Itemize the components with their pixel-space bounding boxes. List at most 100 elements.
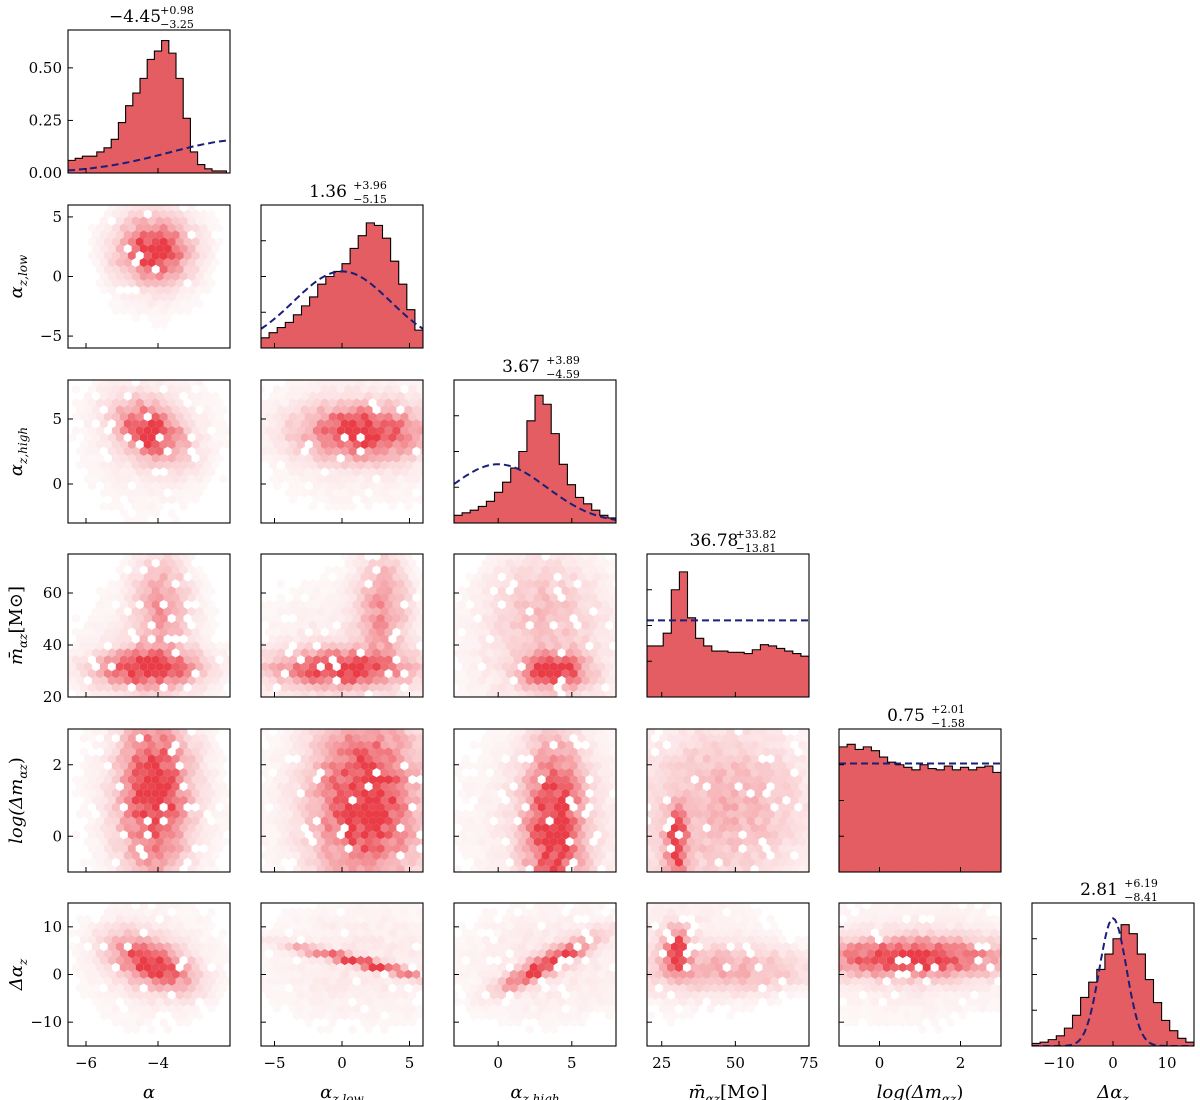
hex-bin	[565, 983, 574, 993]
hex-bin	[183, 1018, 192, 1028]
hex-bin	[706, 857, 715, 867]
hex-bin	[123, 620, 132, 630]
hex-bin	[312, 962, 321, 972]
hex-bin	[549, 648, 558, 658]
hex-bin	[501, 593, 510, 603]
hex-bin	[147, 380, 156, 387]
hex-bin	[300, 729, 309, 736]
hex-bin	[171, 391, 180, 401]
hex-bin	[662, 837, 671, 847]
hex-bin	[72, 775, 80, 785]
hex-bin	[151, 209, 160, 219]
hex-bin	[340, 903, 349, 910]
hex-bin	[297, 720, 305, 729]
hex-bin	[368, 467, 377, 477]
hex-bin	[754, 788, 763, 798]
hex-bin	[404, 501, 413, 512]
hex-bin	[517, 955, 526, 966]
hex-bin	[103, 844, 112, 854]
hex-bin	[300, 419, 309, 429]
hex-bin	[268, 871, 270, 872]
hex-bin	[613, 810, 616, 818]
hex-bin	[485, 983, 494, 993]
hex-bin	[412, 1011, 421, 1021]
hex-bin	[284, 419, 293, 429]
hex-bin	[577, 907, 586, 917]
hex-bin	[412, 689, 421, 697]
hex-bin	[408, 907, 417, 917]
hex-bin	[324, 955, 333, 966]
hex-bin	[493, 768, 502, 778]
hex-bin	[120, 720, 128, 729]
hex-bin	[219, 781, 228, 792]
hex-bin	[96, 720, 104, 729]
hex-bin	[80, 935, 88, 945]
hex-bin	[742, 809, 751, 819]
hex-bin	[215, 830, 224, 840]
hex-bin	[420, 824, 423, 832]
hex-bin	[187, 1011, 196, 1021]
hex-bin	[617, 720, 625, 729]
hist-bar	[1096, 969, 1106, 1046]
hex-bin	[380, 942, 389, 952]
hex-bin	[135, 508, 144, 518]
hex-bin	[111, 682, 120, 692]
hex-bin	[585, 682, 594, 692]
hex-bin	[613, 984, 616, 992]
hex-bin	[91, 768, 100, 778]
hex-bin	[265, 857, 273, 867]
hex-bin	[76, 446, 84, 456]
hex-bin	[485, 740, 494, 750]
hex-bin	[356, 729, 365, 736]
hex-bin	[509, 554, 518, 561]
hex-bin	[123, 729, 132, 736]
hex-bin	[308, 432, 317, 443]
hex-bin	[569, 747, 578, 757]
hex-bin	[304, 398, 313, 408]
hex-bin	[83, 795, 92, 805]
hex-bin	[288, 398, 297, 408]
hex-bin	[175, 251, 184, 261]
hex-bin	[384, 830, 393, 840]
hex-bin	[268, 696, 270, 697]
hex-bin	[710, 837, 719, 847]
hex-bin	[336, 627, 345, 637]
hex-bin	[613, 768, 616, 777]
hist-bar	[784, 651, 794, 697]
hex-bin	[462, 969, 470, 979]
hex-bin	[694, 864, 703, 872]
hex-bin	[525, 914, 534, 924]
hex-bin	[215, 949, 224, 959]
hex-bin	[167, 384, 176, 394]
hex-bin	[332, 501, 341, 512]
hex-bin	[159, 278, 168, 288]
hex-bin	[296, 962, 305, 972]
hex-bin	[738, 788, 747, 798]
hex-bin	[187, 781, 196, 792]
panel-frame	[67, 29, 231, 174]
hex-bin	[304, 747, 313, 757]
hex-bin	[95, 788, 104, 798]
hist-bar	[968, 769, 978, 872]
hex-bin	[87, 237, 96, 247]
hex-bin	[458, 669, 466, 679]
hex-bin	[231, 669, 239, 678]
hex-bin	[183, 761, 192, 771]
hex-bin	[111, 816, 120, 826]
hex-bin	[159, 775, 168, 785]
hex-bin	[83, 391, 92, 401]
hex-bin	[187, 823, 196, 833]
hex-bin	[597, 837, 606, 847]
hex-bin	[522, 720, 530, 729]
hex-bin	[466, 627, 474, 637]
hex-bin	[223, 788, 230, 798]
hex-bin	[127, 788, 136, 798]
hex-bin	[525, 942, 534, 952]
hex-bin	[348, 460, 357, 470]
hex-bin	[292, 446, 301, 456]
hex-bin	[392, 788, 401, 798]
hex-bin	[179, 285, 188, 295]
hex-bin	[344, 398, 353, 408]
hex-bin	[80, 857, 88, 867]
hex-bin	[505, 600, 514, 610]
